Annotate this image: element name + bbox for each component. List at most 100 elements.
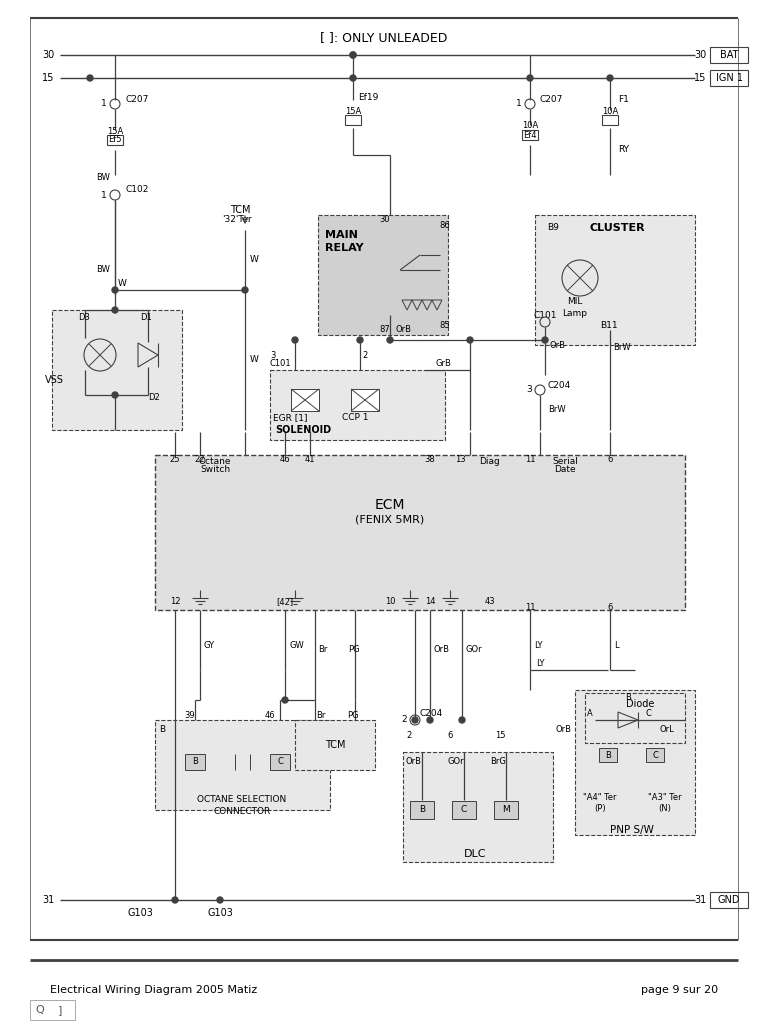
Text: 41: 41: [305, 456, 315, 465]
Bar: [30, 1000, 75, 1020]
Text: OCTANE SELECTION: OCTANE SELECTION: [197, 796, 286, 805]
Bar: [710, 70, 748, 86]
Text: RELAY: RELAY: [325, 243, 363, 253]
Text: B: B: [605, 751, 611, 760]
Text: RY: RY: [618, 145, 629, 155]
Text: LY: LY: [536, 659, 545, 669]
Text: CONNECTOR: CONNECTOR: [214, 808, 270, 816]
Text: CCP 1: CCP 1: [342, 414, 368, 423]
Text: Switch: Switch: [200, 466, 230, 474]
Text: CLUSTER: CLUSTER: [590, 223, 646, 233]
Text: 6: 6: [607, 456, 613, 465]
Text: G103: G103: [127, 908, 153, 918]
Text: 15: 15: [694, 73, 707, 83]
Text: 30: 30: [379, 215, 390, 224]
Text: C101: C101: [533, 311, 557, 321]
Circle shape: [467, 337, 473, 343]
Text: 10: 10: [385, 597, 396, 606]
Text: 15: 15: [495, 730, 505, 739]
Text: page 9 sur 20: page 9 sur 20: [641, 985, 718, 995]
Text: W: W: [118, 280, 127, 289]
Bar: [710, 892, 748, 908]
Text: D2: D2: [148, 393, 160, 402]
Text: SOLENOID: SOLENOID: [275, 425, 331, 435]
Text: 30: 30: [42, 50, 54, 60]
Text: Q: Q: [35, 1005, 45, 1015]
Circle shape: [427, 717, 433, 723]
Bar: [410, 801, 434, 819]
Text: 2: 2: [402, 716, 407, 725]
Circle shape: [292, 337, 298, 343]
Circle shape: [112, 307, 118, 313]
Text: 15: 15: [41, 73, 55, 83]
Bar: [270, 370, 445, 440]
Text: DLC: DLC: [464, 849, 486, 859]
Text: BrW: BrW: [548, 406, 565, 415]
Text: F1: F1: [618, 95, 629, 104]
Text: 1: 1: [101, 99, 107, 109]
Text: OrL: OrL: [660, 725, 675, 734]
Text: Octane: Octane: [199, 458, 231, 467]
Text: Lamp: Lamp: [562, 308, 588, 317]
Text: MIL: MIL: [568, 298, 583, 306]
Text: C101: C101: [270, 358, 292, 368]
Circle shape: [350, 52, 356, 58]
Text: MAIN: MAIN: [325, 230, 358, 240]
Text: Date: Date: [554, 466, 576, 474]
Text: ECM: ECM: [375, 498, 406, 512]
Text: C102: C102: [125, 185, 148, 195]
Circle shape: [350, 52, 356, 58]
Bar: [291, 389, 319, 411]
Text: 85: 85: [440, 321, 450, 330]
Text: 3: 3: [270, 351, 276, 360]
Text: 1: 1: [101, 190, 107, 200]
Bar: [585, 693, 685, 743]
Text: 2: 2: [362, 351, 367, 360]
Text: B9: B9: [547, 223, 559, 232]
Text: B: B: [419, 806, 425, 814]
Text: 6: 6: [447, 730, 452, 739]
Text: 2: 2: [406, 730, 411, 739]
Text: Ef4: Ef4: [523, 130, 537, 139]
Text: M: M: [502, 806, 510, 814]
Text: C204: C204: [548, 381, 571, 389]
Text: GW: GW: [290, 640, 305, 649]
Text: BAT: BAT: [720, 50, 738, 60]
Text: Diag: Diag: [480, 458, 501, 467]
Text: Ef5: Ef5: [108, 135, 122, 144]
Text: GY: GY: [204, 640, 215, 649]
Text: GrB: GrB: [435, 359, 451, 369]
Text: C: C: [652, 751, 658, 760]
Circle shape: [87, 75, 93, 81]
Text: GND: GND: [718, 895, 740, 905]
Text: L: L: [614, 640, 619, 649]
Text: 31: 31: [42, 895, 54, 905]
Text: [ ]: ONLY UNLEADED: [ ]: ONLY UNLEADED: [320, 32, 448, 44]
Bar: [522, 130, 538, 140]
Text: 86: 86: [439, 220, 450, 229]
Circle shape: [112, 287, 118, 293]
Bar: [107, 135, 123, 145]
Text: A: A: [587, 710, 593, 719]
Text: 14: 14: [425, 597, 435, 606]
Bar: [710, 47, 748, 63]
Text: 11: 11: [525, 456, 535, 465]
Text: G103: G103: [207, 908, 233, 918]
Text: OrB: OrB: [406, 758, 422, 767]
Text: 6: 6: [607, 602, 613, 611]
Text: B: B: [159, 725, 165, 734]
Text: C207: C207: [125, 95, 148, 104]
Bar: [345, 115, 361, 125]
Text: '32'Ter: '32'Ter: [222, 215, 252, 224]
Text: W: W: [250, 256, 259, 264]
Text: 22: 22: [195, 456, 205, 465]
Text: TCM: TCM: [325, 740, 346, 750]
Text: Br: Br: [316, 712, 326, 721]
Circle shape: [350, 75, 356, 81]
Text: EGR [1]: EGR [1]: [273, 414, 307, 423]
Bar: [318, 215, 448, 335]
Bar: [270, 754, 290, 770]
Bar: [52, 310, 182, 430]
Circle shape: [172, 897, 178, 903]
Text: BrW: BrW: [613, 343, 631, 352]
